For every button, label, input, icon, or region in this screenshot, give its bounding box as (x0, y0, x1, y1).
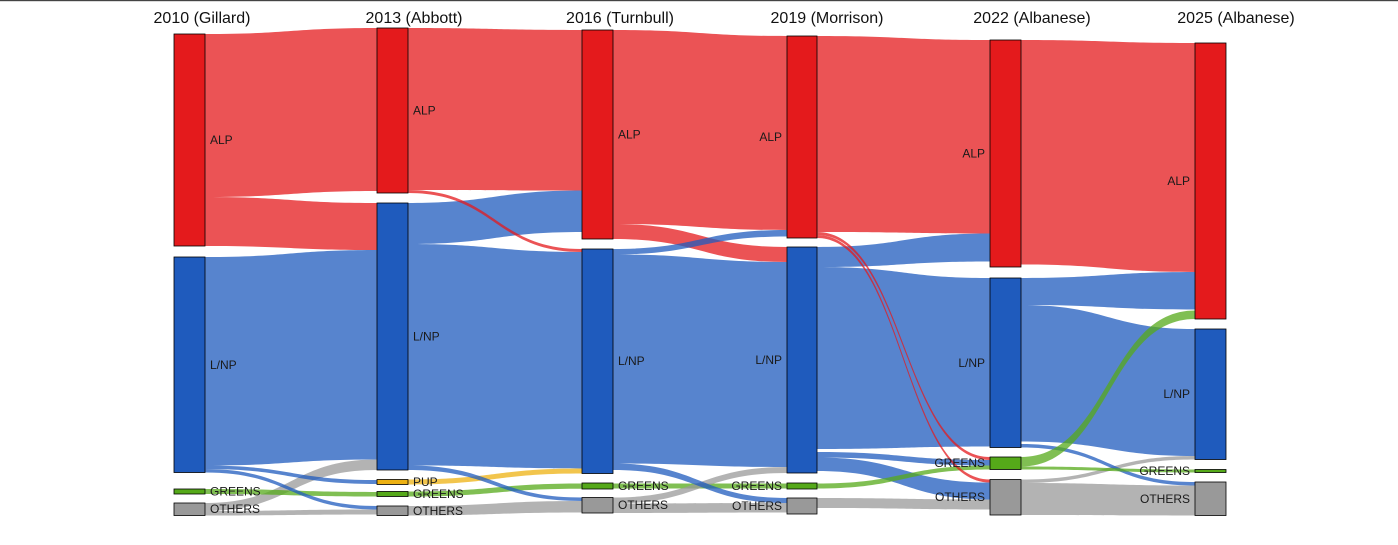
svg-text:2013 (Abbott): 2013 (Abbott) (366, 10, 463, 27)
svg-text:L/NP: L/NP (618, 354, 645, 368)
svg-text:GREENS: GREENS (1139, 464, 1190, 478)
svg-text:OTHERS: OTHERS (413, 504, 463, 518)
svg-text:ALP: ALP (210, 133, 233, 147)
svg-text:L/NP: L/NP (755, 353, 782, 367)
svg-text:OTHERS: OTHERS (618, 498, 668, 512)
svg-text:2010 (Gillard): 2010 (Gillard) (154, 10, 251, 27)
svg-text:2022 (Albanese): 2022 (Albanese) (973, 10, 1090, 27)
svg-text:2016 (Turnbull): 2016 (Turnbull) (566, 10, 674, 27)
svg-text:GREENS: GREENS (618, 479, 669, 493)
svg-text:2025 (Albanese): 2025 (Albanese) (1177, 10, 1294, 27)
svg-text:GREENS: GREENS (934, 456, 985, 470)
svg-text:GREENS: GREENS (210, 485, 261, 499)
svg-text:GREENS: GREENS (731, 479, 782, 493)
svg-text:L/NP: L/NP (413, 330, 440, 344)
svg-text:GREENS: GREENS (413, 487, 464, 501)
svg-text:L/NP: L/NP (210, 358, 237, 372)
svg-text:OTHERS: OTHERS (1140, 492, 1190, 506)
svg-text:ALP: ALP (759, 130, 782, 144)
svg-text:ALP: ALP (618, 128, 641, 142)
svg-text:ALP: ALP (962, 147, 985, 161)
svg-text:ALP: ALP (1167, 174, 1190, 188)
svg-text:OTHERS: OTHERS (935, 490, 985, 504)
svg-text:PUP: PUP (413, 475, 438, 489)
svg-text:ALP: ALP (413, 104, 436, 118)
svg-text:2019 (Morrison): 2019 (Morrison) (771, 10, 884, 27)
svg-text:OTHERS: OTHERS (732, 499, 782, 513)
svg-text:L/NP: L/NP (1163, 387, 1190, 401)
svg-text:L/NP: L/NP (958, 356, 985, 370)
svg-text:OTHERS: OTHERS (210, 502, 260, 516)
